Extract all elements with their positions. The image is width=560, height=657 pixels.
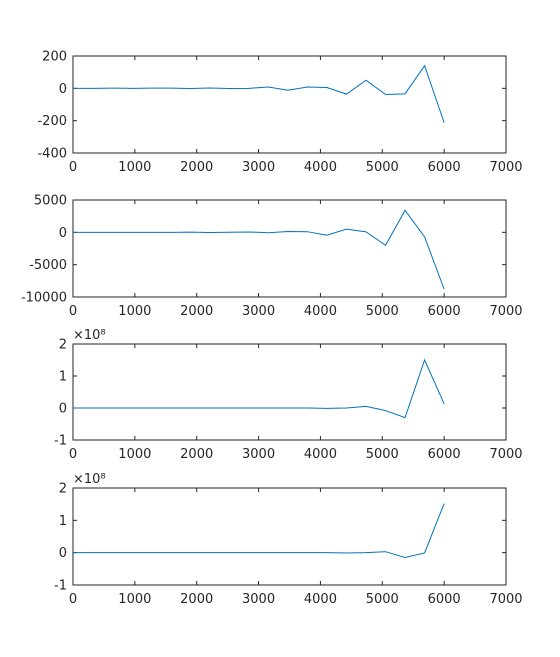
axes-box — [73, 488, 506, 585]
x-tick-label: 1000 — [118, 304, 151, 319]
x-tick-label: 6000 — [428, 160, 461, 175]
x-tick-label: 0 — [69, 592, 77, 607]
x-tick-label: 1000 — [118, 160, 151, 175]
x-tick-label: 7000 — [489, 304, 522, 319]
x-tick-label: 4000 — [304, 447, 337, 462]
y-tick-label: -400 — [37, 147, 67, 162]
axes-panel-1: 0 1000 2000 3000 4000 5000 6000 7000 -400 -200 0 20… — [37, 50, 522, 176]
x-tick-label: 0 — [69, 160, 77, 175]
y-tick-label: -5000 — [29, 258, 67, 273]
x-tick-label: 3000 — [242, 304, 275, 319]
x-tick-label: 5000 — [366, 447, 399, 462]
x-tick-label: 0 — [69, 304, 77, 319]
x-tick-label: 2000 — [180, 592, 213, 607]
x-tick-label: 0 — [69, 447, 77, 462]
x-tick-label: 6000 — [428, 447, 461, 462]
x-tick-label: 1000 — [118, 592, 151, 607]
x-tick-label: 2000 — [180, 447, 213, 462]
x-tick-label: 5000 — [366, 592, 399, 607]
x-tick-label: 2000 — [180, 160, 213, 175]
x-tick-label: 5000 — [366, 160, 399, 175]
y-tick-label: 200 — [42, 50, 67, 65]
y-tick-label: 5000 — [34, 194, 67, 209]
axes-box — [73, 56, 506, 153]
y-tick-label: 1 — [59, 514, 67, 529]
y-tick-label: -200 — [37, 114, 67, 129]
y-tick-label: -1 — [54, 434, 67, 449]
y-tick-label: 0 — [59, 402, 67, 417]
axes-panel-2: 0 1000 2000 3000 4000 5000 6000 7000 -10000 -5000… — [21, 194, 523, 320]
series-line — [73, 210, 444, 289]
x-tick-label: 7000 — [489, 592, 522, 607]
series-line — [73, 360, 444, 418]
y-tick-label: 2 — [59, 482, 67, 497]
series-line — [73, 66, 444, 123]
x-tick-label: 2000 — [180, 304, 213, 319]
x-tick-label: 3000 — [242, 160, 275, 175]
y-tick-label: 0 — [59, 226, 67, 241]
axes-box — [73, 344, 506, 440]
x-tick-label: 1000 — [118, 447, 151, 462]
y-tick-label: 0 — [59, 82, 67, 97]
x-tick-label: 5000 — [366, 304, 399, 319]
x-tick-label: 3000 — [242, 592, 275, 607]
y-tick-label: 0 — [59, 546, 67, 561]
x-tick-label: 3000 — [242, 447, 275, 462]
x-tick-label: 6000 — [428, 304, 461, 319]
y-exponent-label: ×10⁸ — [73, 472, 106, 487]
y-tick-label: 2 — [59, 338, 67, 353]
y-tick-label: 1 — [59, 370, 67, 385]
x-tick-label: 7000 — [489, 447, 522, 462]
x-tick-label: 4000 — [304, 160, 337, 175]
y-tick-label: -10000 — [21, 291, 67, 306]
axes-box — [73, 200, 506, 297]
y-tick-label: -1 — [54, 579, 67, 594]
x-tick-label: 7000 — [489, 160, 522, 175]
y-exponent-label: ×10⁸ — [73, 328, 106, 343]
series-line — [73, 504, 444, 558]
x-tick-label: 4000 — [304, 304, 337, 319]
x-tick-label: 6000 — [428, 592, 461, 607]
x-tick-label: 4000 — [304, 592, 337, 607]
